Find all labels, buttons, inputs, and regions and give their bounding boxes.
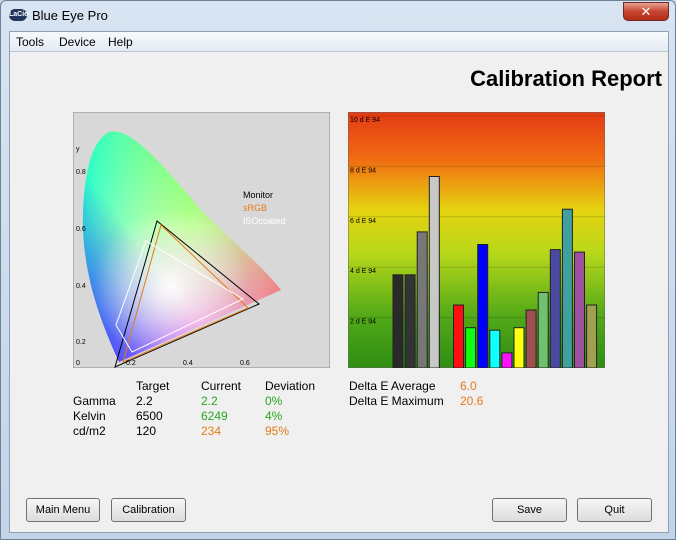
delta-e-bar	[525, 309, 537, 368]
delta-e-bar	[549, 249, 561, 368]
row-label-luminance: cd/m2	[73, 424, 106, 438]
delta-e-bar	[513, 327, 525, 368]
main-menu-button[interactable]: Main Menu	[26, 498, 100, 522]
header-target: Target	[136, 379, 170, 393]
kelvin-current: 6249	[201, 409, 228, 423]
delta-e-chart: 2 d E 94 4 d E 94 6 d E 94 8 d E 94 10 d E 9…	[348, 112, 605, 368]
gamut-x-tick: 0	[76, 360, 80, 367]
title-bar[interactable]: LaCie Blue Eye Pro ✕	[1, 1, 675, 31]
delta-e-bar	[416, 231, 428, 368]
legend-isocoated: ISOcoated	[243, 216, 286, 226]
kelvin-target: 6500	[136, 409, 163, 423]
legend-srgb: sRGB	[243, 203, 267, 213]
gamut-y-label: y	[76, 146, 80, 153]
save-button[interactable]: Save	[492, 498, 567, 522]
monitor-gamut-triangle	[114, 220, 260, 368]
delta-e-bar	[428, 176, 440, 368]
gamma-target: 2.2	[136, 394, 153, 408]
gamut-y-tick: 0.2	[76, 339, 86, 346]
delta-e-y-tick: 6 d E 94	[350, 218, 376, 225]
client-area: Tools Device Help Calibration Report	[9, 31, 669, 533]
delta-e-bar	[586, 304, 598, 368]
srgb-gamut-triangle	[122, 224, 249, 363]
delta-e-bar	[574, 251, 585, 368]
delta-e-bar	[392, 274, 404, 368]
delta-e-bar	[501, 352, 513, 368]
row-label-gamma: Gamma	[73, 394, 116, 408]
gamut-x-tick: 0.6	[240, 360, 250, 367]
calibration-button[interactable]: Calibration	[111, 498, 186, 522]
menu-help[interactable]: Help	[108, 35, 133, 49]
gamut-y-tick: 0.8	[76, 169, 86, 176]
delta-e-bar	[477, 244, 489, 368]
gamma-deviation: 0%	[265, 394, 283, 408]
delta-e-bar	[465, 327, 477, 368]
report-title: Calibration Report	[470, 66, 662, 91]
delta-e-y-tick: 4 d E 94	[350, 268, 376, 275]
luminance-current: 234	[201, 424, 222, 438]
legend-monitor: Monitor	[243, 190, 273, 200]
luminance-deviation: 95%	[265, 424, 290, 438]
delta-e-bar	[453, 304, 464, 368]
delta-e-maximum-label: Delta E Maximum	[349, 394, 444, 408]
gamut-x-tick: 0.2	[126, 360, 136, 367]
header-current: Current	[201, 379, 242, 393]
menu-device[interactable]: Device	[59, 35, 96, 49]
delta-e-maximum-value: 20.6	[460, 394, 484, 408]
window-title: Blue Eye Pro	[32, 8, 108, 23]
gamut-chart: y x 0.8 0.6 0.4 0.2 0 0.2 0.4 0.6 Monito…	[73, 112, 330, 368]
delta-e-bar	[404, 274, 416, 368]
close-button[interactable]: ✕	[623, 2, 669, 21]
header-deviation: Deviation	[265, 379, 316, 393]
delta-e-bar	[489, 329, 501, 368]
app-icon: LaCie	[9, 9, 28, 21]
row-label-kelvin: Kelvin	[73, 409, 106, 423]
delta-e-y-tick: 2 d E 94	[350, 319, 376, 326]
kelvin-deviation: 4%	[265, 409, 283, 423]
delta-e-y-tick: 10 d E 94	[350, 117, 380, 124]
gamut-y-tick: 0.4	[76, 283, 86, 290]
delta-e-bar	[537, 291, 549, 368]
delta-e-average-label: Delta E Average	[349, 379, 436, 393]
delta-e-y-tick: 8 d E 94	[350, 167, 376, 174]
menu-tools[interactable]: Tools	[16, 35, 45, 49]
menu-bar: Tools Device Help	[10, 32, 668, 52]
gamut-y-tick: 0.6	[76, 226, 86, 233]
isocoated-gamut-outline	[115, 240, 245, 353]
delta-e-bar	[561, 208, 573, 368]
delta-e-average-value: 6.0	[460, 379, 477, 393]
luminance-target: 120	[136, 424, 157, 438]
gamut-x-tick: 0.4	[183, 360, 193, 367]
gamma-current: 2.2	[201, 394, 218, 408]
quit-button[interactable]: Quit	[577, 498, 652, 522]
